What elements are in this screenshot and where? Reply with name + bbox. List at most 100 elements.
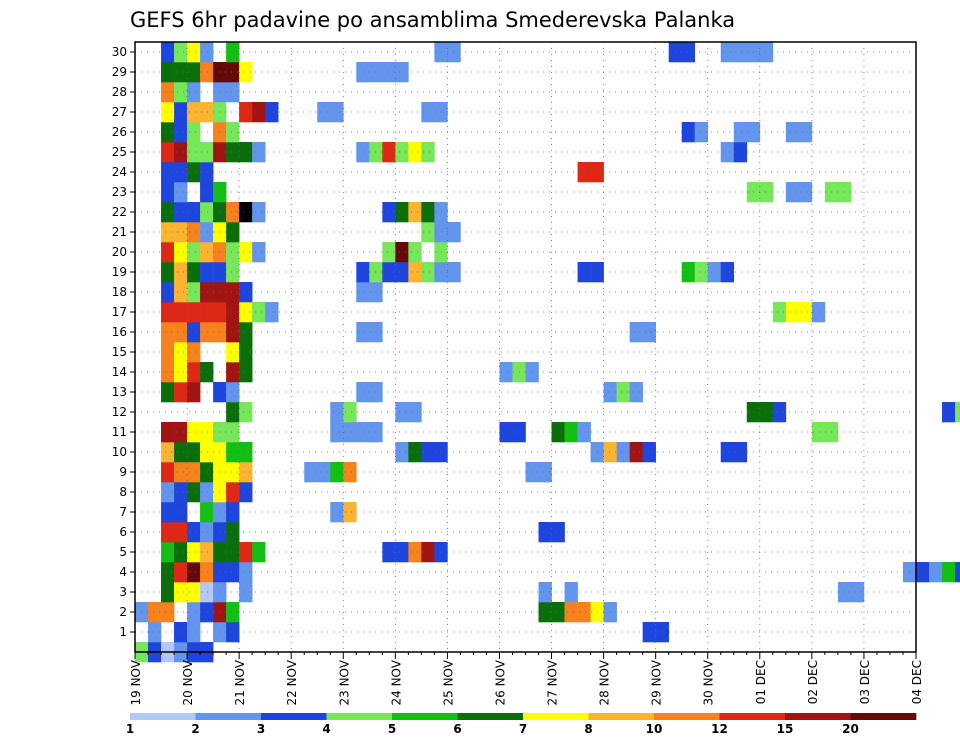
- precip-cell: [785, 122, 800, 143]
- precip-cell: [239, 282, 253, 303]
- precip-cell: [161, 282, 175, 303]
- y-tick-label: 11: [112, 425, 127, 439]
- precip-cell: [161, 422, 175, 443]
- legend-swatch: [588, 713, 655, 720]
- precip-cell: [811, 302, 826, 323]
- x-tick-label: 28 NOV: [598, 659, 612, 705]
- precip-cell: [265, 102, 279, 123]
- precip-cell: [174, 142, 188, 163]
- precip-cell: [577, 602, 591, 623]
- y-tick-label: 19: [112, 265, 127, 279]
- y-tick-label: 5: [119, 545, 127, 559]
- precip-cell: [955, 402, 960, 423]
- precip-cell: [239, 242, 253, 263]
- precip-cell: [239, 362, 253, 383]
- precip-cell: [551, 422, 565, 443]
- precip-cell: [200, 42, 214, 63]
- precip-cell: [538, 582, 552, 603]
- legend-label: 3: [257, 722, 265, 736]
- precip-cell: [226, 242, 240, 263]
- legend-swatch: [719, 713, 786, 720]
- ticks-layer: 1234567891011121314151617181920212223242…: [112, 45, 924, 706]
- precip-cell: [187, 422, 201, 443]
- precip-cell: [564, 602, 578, 623]
- precip-cell: [174, 242, 188, 263]
- precip-cell: [759, 402, 774, 423]
- precip-cell: [161, 142, 175, 163]
- grid-layer: [135, 42, 916, 652]
- precip-cell: [239, 342, 253, 363]
- y-tick-label: 23: [112, 185, 127, 199]
- precip-cell: [161, 482, 175, 503]
- precip-cell: [798, 122, 813, 143]
- precip-cell: [174, 82, 188, 103]
- precip-cell: [330, 102, 344, 123]
- precip-cell: [187, 282, 201, 303]
- precip-cell: [226, 82, 240, 103]
- y-tick-label: 15: [112, 345, 127, 359]
- precip-cell: [226, 562, 240, 583]
- precip-cell: [226, 282, 240, 303]
- x-tick-label: 01 DEC: [754, 660, 768, 704]
- precip-cell: [239, 62, 253, 83]
- legend-swatch: [654, 713, 720, 720]
- precip-cell: [421, 262, 435, 283]
- precip-cell: [239, 302, 253, 323]
- precip-cell: [226, 402, 240, 423]
- precip-cell: [200, 542, 214, 563]
- precip-cell: [239, 582, 253, 603]
- y-tick-label: 7: [119, 505, 127, 519]
- chart-title: GEFS 6hr padavine po ansamblima Smederev…: [130, 8, 735, 32]
- precip-cell: [421, 202, 435, 223]
- precip-cell: [538, 462, 552, 483]
- precip-cell: [395, 62, 409, 83]
- precip-cell: [200, 242, 214, 263]
- precip-cell: [187, 142, 201, 163]
- legend-label: 1: [126, 722, 134, 736]
- precip-cell: [239, 102, 253, 123]
- precip-cell: [174, 362, 188, 383]
- precip-cell: [226, 142, 240, 163]
- precip-cell: [850, 582, 865, 603]
- precip-cell: [642, 442, 656, 463]
- precip-cell: [929, 562, 943, 583]
- legend-swatch: [326, 713, 393, 720]
- precip-cell: [161, 242, 175, 263]
- precip-cell: [538, 602, 552, 623]
- precip-cell: [317, 102, 331, 123]
- precip-cell: [239, 542, 253, 563]
- precip-cell: [226, 342, 240, 363]
- precip-cell: [356, 322, 370, 343]
- precip-cell: [174, 442, 188, 463]
- precip-cell: [226, 462, 240, 483]
- y-tick-label: 6: [119, 525, 127, 539]
- precip-cell: [161, 542, 175, 563]
- precip-cell: [395, 142, 409, 163]
- precip-cell: [317, 462, 331, 483]
- precip-cell: [382, 62, 396, 83]
- precip-cell: [629, 322, 643, 343]
- x-tick-label: 26 NOV: [493, 659, 507, 705]
- precip-cell: [408, 402, 422, 423]
- precip-cell: [421, 222, 435, 243]
- precip-cell: [226, 322, 240, 343]
- precip-cell: [395, 262, 409, 283]
- precip-cell: [239, 562, 253, 583]
- precip-cell: [382, 542, 396, 563]
- precip-cell: [226, 122, 240, 143]
- precip-cell: [200, 422, 214, 443]
- precip-cell: [200, 162, 214, 183]
- legend: 1 2 3 4 5 6 7 8 10 12 15 20: [126, 713, 917, 736]
- precip-cell: [200, 142, 214, 163]
- legend-swatch: [850, 713, 917, 720]
- precip-cell: [811, 422, 826, 443]
- precip-cell: [161, 562, 175, 583]
- x-tick-label: 19 NOV: [129, 659, 143, 705]
- precip-cell: [720, 42, 735, 63]
- precip-cell: [187, 322, 201, 343]
- precip-cell: [798, 182, 813, 203]
- precip-cell: [603, 382, 617, 403]
- x-tick-label: 02 DEC: [806, 660, 820, 704]
- y-tick-label: 26: [112, 125, 127, 139]
- precip-cell: [252, 142, 266, 163]
